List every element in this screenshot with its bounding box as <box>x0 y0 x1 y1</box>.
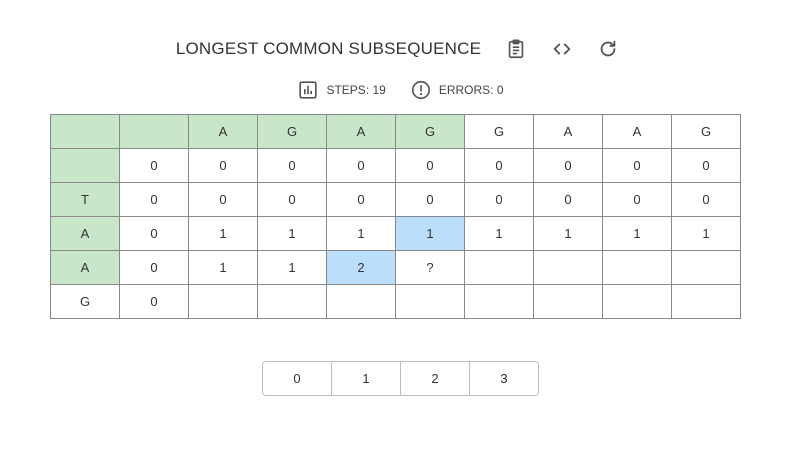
errors-counter: ERRORS: 0 <box>410 79 504 101</box>
table-cell <box>533 250 603 285</box>
table-cell: 0 <box>257 148 327 183</box>
table-cell <box>464 284 534 319</box>
current-cell: ? <box>395 250 465 285</box>
choice-button[interactable]: 3 <box>470 362 538 395</box>
table-cell: A <box>602 114 672 149</box>
table-cell: 0 <box>257 182 327 217</box>
table-cell: 0 <box>188 182 258 217</box>
header-cell: A <box>188 114 258 149</box>
table-cell: G <box>464 114 534 149</box>
table-cell: 0 <box>326 148 396 183</box>
table-cell: 0 <box>119 148 189 183</box>
header-cell: A <box>50 250 120 285</box>
header-cell: G <box>395 114 465 149</box>
table-cell <box>188 284 258 319</box>
header-cell <box>50 114 120 149</box>
table-cell <box>464 250 534 285</box>
table-cell: 0 <box>464 148 534 183</box>
table-cell <box>671 250 741 285</box>
table-cell <box>602 284 672 319</box>
table-cell <box>326 284 396 319</box>
table-cell: 1 <box>533 216 603 251</box>
table-cell: 1 <box>257 216 327 251</box>
header: LONGEST COMMON SUBSEQUENCE <box>0 36 799 62</box>
table-cell: A <box>533 114 603 149</box>
steps-counter: STEPS: 19 <box>297 79 386 101</box>
highlighted-cell: 1 <box>395 216 465 251</box>
code-icon[interactable] <box>550 37 574 61</box>
header-cell <box>119 114 189 149</box>
steps-label: STEPS: 19 <box>326 83 386 97</box>
table-cell <box>671 284 741 319</box>
header-cell: G <box>257 114 327 149</box>
errors-label: ERRORS: 0 <box>438 83 504 97</box>
table-cell: 0 <box>671 182 741 217</box>
table-cell <box>602 250 672 285</box>
table-cell <box>533 284 603 319</box>
table-cell: 0 <box>188 148 258 183</box>
table-cell: 0 <box>395 148 465 183</box>
table-cell: 0 <box>326 182 396 217</box>
table-cell: 1 <box>188 250 258 285</box>
table-cell: 1 <box>188 216 258 251</box>
choice-button[interactable]: 2 <box>401 362 470 395</box>
table-cell: G <box>671 114 741 149</box>
table-cell: 0 <box>119 182 189 217</box>
table-cell: 0 <box>671 148 741 183</box>
refresh-icon[interactable] <box>596 37 620 61</box>
table-cell: 1 <box>464 216 534 251</box>
header-cell: A <box>50 216 120 251</box>
table-cell <box>395 284 465 319</box>
table-cell <box>257 284 327 319</box>
header-cell <box>50 148 120 183</box>
table-cell: 1 <box>257 250 327 285</box>
table-cell: 0 <box>119 250 189 285</box>
table-cell: 0 <box>395 182 465 217</box>
page-title: LONGEST COMMON SUBSEQUENCE <box>175 39 482 58</box>
header-cell: A <box>326 114 396 149</box>
clipboard-icon[interactable] <box>504 37 528 61</box>
alert-circle-icon <box>411 80 430 100</box>
highlighted-cell: 2 <box>326 250 396 285</box>
choice-button[interactable]: 0 <box>263 362 332 395</box>
table-cell: 1 <box>671 216 741 251</box>
table-cell: 0 <box>464 182 534 217</box>
table-cell: 0 <box>119 216 189 251</box>
table-cell: 1 <box>326 216 396 251</box>
table-cell: 0 <box>602 148 672 183</box>
bar-chart-icon <box>299 81 318 99</box>
table-cell: 0 <box>119 284 189 319</box>
stats-bar: STEPS: 19 ERRORS: 0 <box>0 78 799 102</box>
choice-button[interactable]: 1 <box>332 362 401 395</box>
table-cell: 0 <box>533 148 603 183</box>
table-cell: 0 <box>533 182 603 217</box>
table-row: A 0 1 1 2? <box>50 250 741 285</box>
table-cell: 1 <box>602 216 672 251</box>
header-cell: T <box>50 182 120 217</box>
table-cell: 0 <box>602 182 672 217</box>
table-cell: G <box>50 284 120 319</box>
